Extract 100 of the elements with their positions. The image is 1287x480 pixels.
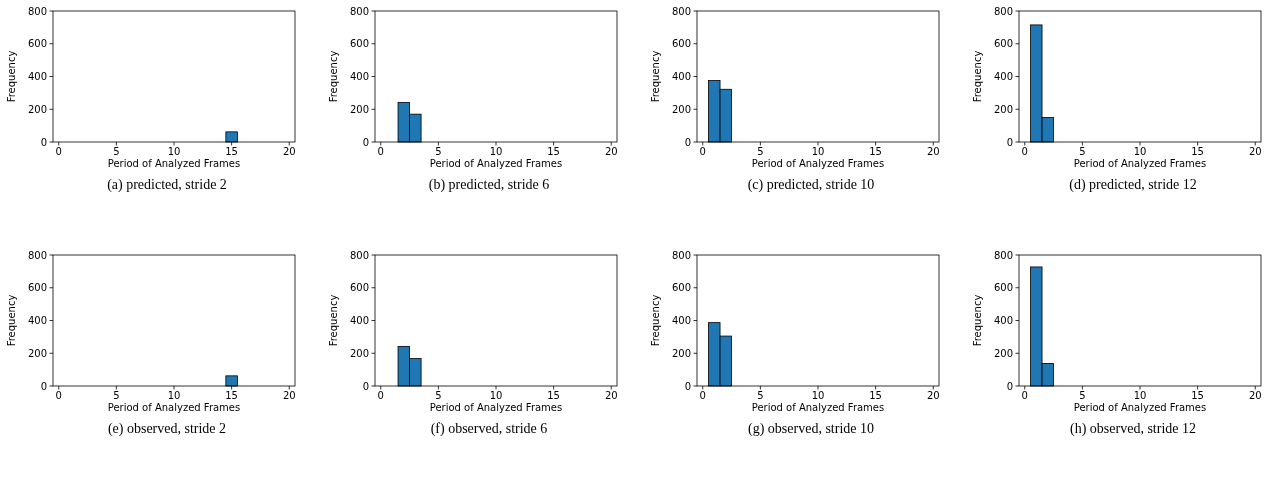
x-axis-title: Period of Analyzed Frames xyxy=(1073,402,1207,413)
y-tick-label: 0 xyxy=(362,136,369,148)
x-tick-label: 5 xyxy=(1079,146,1086,157)
x-tick-label: 10 xyxy=(167,390,181,401)
y-tick-label: 0 xyxy=(684,380,691,392)
x-tick-label: 0 xyxy=(699,146,706,157)
y-tick-label: 600 xyxy=(349,282,369,294)
y-tick-label: 800 xyxy=(993,249,1013,261)
y-tick-label: 400 xyxy=(671,71,691,82)
y-tick-label: 0 xyxy=(40,136,47,148)
x-tick-label: 5 xyxy=(435,390,442,401)
y-tick-label: 400 xyxy=(349,71,369,82)
x-tick-label: 0 xyxy=(55,146,62,157)
y-tick-label: 200 xyxy=(993,103,1013,115)
y-tick-label: 800 xyxy=(993,5,1013,17)
text: (h) observed, stride 12 xyxy=(1070,421,1196,437)
x-tick-label: 10 xyxy=(167,146,181,157)
y-tick-label: 200 xyxy=(671,103,691,115)
y-tick-label: 0 xyxy=(1006,136,1013,148)
x-tick-label: 15 xyxy=(1191,390,1204,401)
y-tick-label: 200 xyxy=(349,103,369,115)
x-tick-label: 10 xyxy=(1133,146,1147,157)
x-tick-label: 0 xyxy=(55,390,62,401)
y-axis-title: Frequency xyxy=(650,50,661,103)
x-tick-label: 10 xyxy=(489,390,503,401)
x-axis-title: Period of Analyzed Frames xyxy=(107,158,241,169)
y-tick-label: 800 xyxy=(27,249,47,261)
text: (a) predicted, stride 2 xyxy=(107,177,227,193)
x-tick-label: 15 xyxy=(547,146,560,157)
x-tick-label: 0 xyxy=(699,390,706,401)
x-tick-label: 10 xyxy=(489,146,503,157)
x-axis-title: Period of Analyzed Frames xyxy=(107,402,241,413)
x-tick-label: 5 xyxy=(757,390,764,401)
x-tick-label: 20 xyxy=(604,146,618,157)
x-axis-title: Period of Analyzed Frames xyxy=(429,402,563,413)
y-axis-title: Frequency xyxy=(328,50,339,103)
x-tick-label: 20 xyxy=(926,390,940,401)
text: (c) predicted, stride 10 xyxy=(747,177,875,193)
y-tick-label: 200 xyxy=(993,347,1013,359)
y-tick-label: 800 xyxy=(671,5,691,17)
x-tick-label: 10 xyxy=(811,146,825,157)
y-tick-label: 0 xyxy=(684,136,691,148)
x-tick-label: 5 xyxy=(1079,390,1086,401)
y-tick-label: 400 xyxy=(349,315,369,326)
x-tick-label: 20 xyxy=(926,146,940,157)
y-tick-label: 0 xyxy=(362,380,369,392)
y-tick-label: 600 xyxy=(671,38,691,50)
x-axis-title: Period of Analyzed Frames xyxy=(751,402,885,413)
y-tick-label: 200 xyxy=(27,347,47,359)
y-tick-label: 800 xyxy=(671,249,691,261)
y-tick-label: 200 xyxy=(671,347,691,359)
x-tick-label: 15 xyxy=(547,390,560,401)
text: (d) predicted, stride 12 xyxy=(1069,177,1197,193)
x-tick-label: 15 xyxy=(869,146,882,157)
y-tick-label: 600 xyxy=(993,38,1013,50)
y-axis-title: Frequency xyxy=(6,294,17,347)
y-tick-label: 0 xyxy=(1006,380,1013,392)
y-axis-title: Frequency xyxy=(6,50,17,103)
y-tick-label: 600 xyxy=(349,38,369,50)
x-tick-label: 0 xyxy=(377,146,384,157)
y-axis-title: Frequency xyxy=(328,294,339,347)
y-tick-label: 600 xyxy=(671,282,691,294)
y-tick-label: 600 xyxy=(27,282,47,294)
x-tick-label: 20 xyxy=(282,390,296,401)
x-tick-label: 5 xyxy=(757,146,764,157)
y-tick-label: 400 xyxy=(993,71,1013,82)
x-tick-label: 5 xyxy=(113,146,120,157)
x-tick-label: 10 xyxy=(811,390,825,401)
text: (e) observed, stride 2 xyxy=(107,421,227,437)
x-tick-label: 0 xyxy=(1021,146,1028,157)
x-axis-title: Period of Analyzed Frames xyxy=(429,158,563,169)
y-tick-label: 200 xyxy=(349,347,369,359)
x-tick-label: 10 xyxy=(1133,390,1147,401)
y-tick-label: 0 xyxy=(40,380,47,392)
text: (b) predicted, stride 6 xyxy=(428,177,550,193)
x-tick-label: 15 xyxy=(1191,146,1204,157)
x-axis-title: Period of Analyzed Frames xyxy=(751,158,885,169)
y-tick-label: 800 xyxy=(349,5,369,17)
y-axis-title: Frequency xyxy=(972,294,983,347)
x-tick-label: 0 xyxy=(377,390,384,401)
text: (f) observed, stride 6 xyxy=(430,421,548,437)
y-tick-label: 400 xyxy=(671,315,691,326)
y-tick-label: 800 xyxy=(349,249,369,261)
x-tick-label: 20 xyxy=(1248,390,1262,401)
y-axis-title: Frequency xyxy=(650,294,661,347)
x-tick-label: 5 xyxy=(435,146,442,157)
x-tick-label: 20 xyxy=(604,390,618,401)
x-tick-label: 15 xyxy=(225,390,238,401)
y-tick-label: 600 xyxy=(993,282,1013,294)
x-tick-label: 20 xyxy=(282,146,296,157)
y-tick-label: 400 xyxy=(993,315,1013,326)
y-tick-label: 800 xyxy=(27,5,47,17)
x-tick-label: 5 xyxy=(113,390,120,401)
x-tick-label: 15 xyxy=(225,146,238,157)
x-tick-label: 0 xyxy=(1021,390,1028,401)
x-tick-label: 20 xyxy=(1248,146,1262,157)
y-tick-label: 400 xyxy=(27,71,47,82)
text: (g) observed, stride 10 xyxy=(748,421,874,437)
y-tick-label: 200 xyxy=(27,103,47,115)
x-tick-label: 15 xyxy=(869,390,882,401)
